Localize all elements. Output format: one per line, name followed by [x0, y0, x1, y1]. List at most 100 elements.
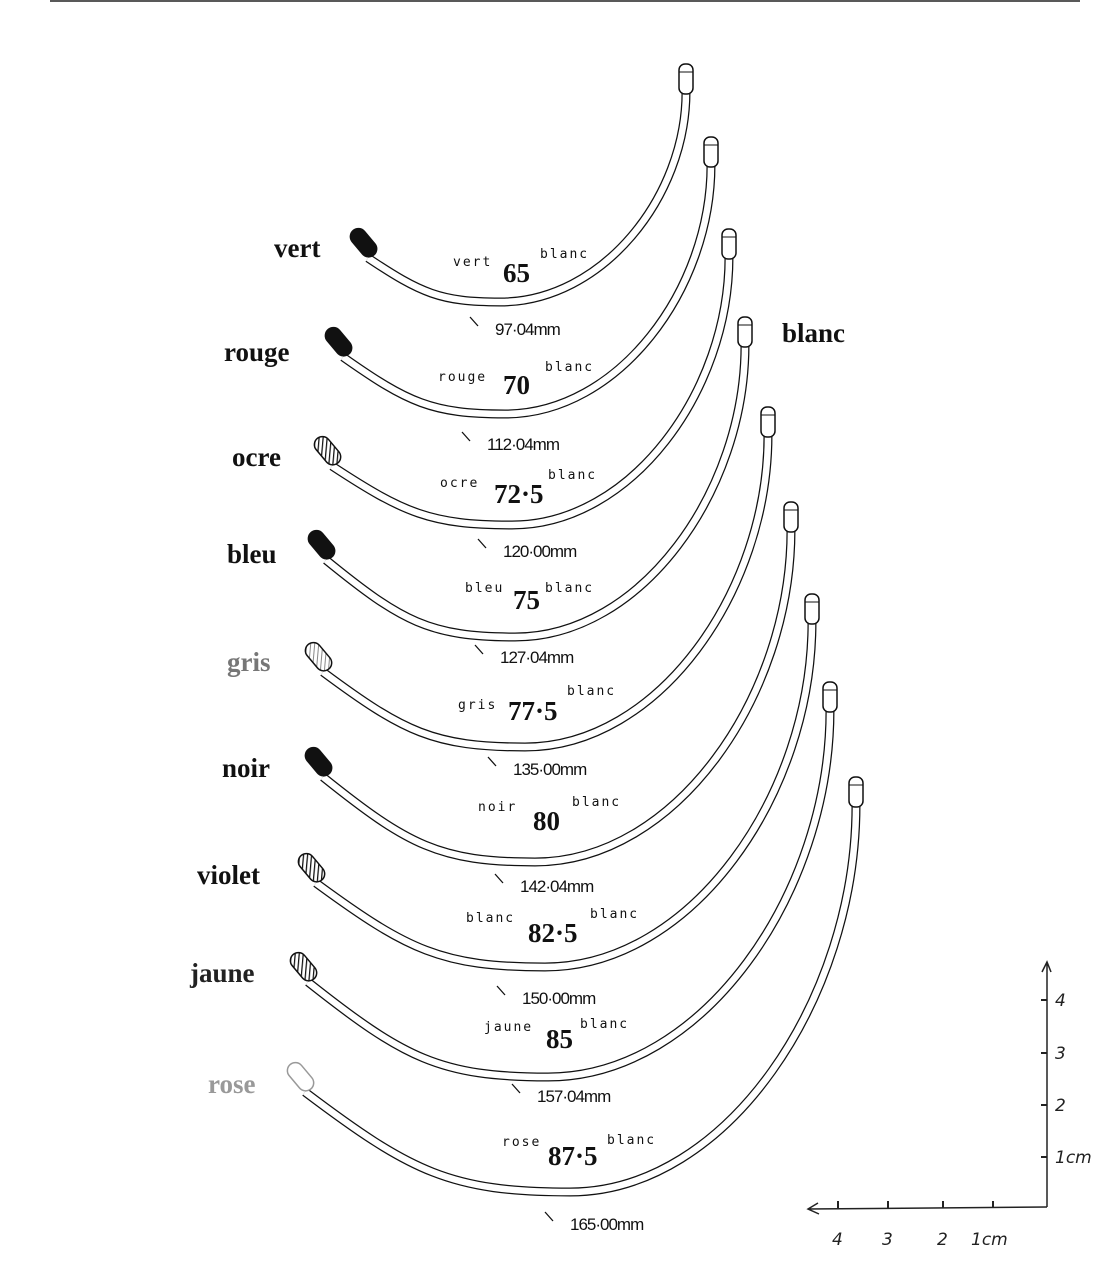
wire-channel — [323, 344, 749, 641]
wire-channel — [321, 434, 772, 751]
y-axis — [1041, 960, 1052, 1207]
length-pointer — [496, 985, 506, 996]
size-number: 80 — [533, 806, 560, 836]
tip-cap-rose — [286, 1061, 315, 1092]
tip-cap-gris — [304, 641, 333, 672]
size-suffix: blanc — [590, 907, 639, 922]
size-prefix: gris — [458, 698, 497, 713]
wire-length: 150·00mm — [522, 989, 596, 1008]
size-prefix: vert — [453, 255, 492, 270]
color-label: bleu — [227, 539, 277, 569]
length-pointer — [494, 873, 504, 884]
wire-channel — [305, 709, 834, 1081]
tip-cap-blanc — [848, 776, 864, 808]
wire-length: 127·04mm — [500, 648, 574, 667]
y-tick-label: 4 — [1055, 991, 1066, 1011]
color-label: noir — [222, 753, 270, 783]
size-prefix: noir — [478, 800, 517, 815]
y-tick-label: 1cm — [1055, 1148, 1092, 1168]
size-prefix: blanc — [466, 911, 515, 926]
wire-length: 120·00mm — [503, 542, 577, 561]
size-number: 72·5 — [494, 479, 544, 509]
x-tick-label: 1cm — [971, 1230, 1008, 1250]
wire-length: 112·04mm — [487, 435, 560, 454]
wire-channel — [303, 804, 860, 1196]
tip-cap-noir — [304, 746, 333, 777]
size-prefix: rouge — [438, 370, 487, 385]
color-label: rouge — [224, 337, 290, 367]
wire-length: 135·00mm — [513, 760, 587, 779]
length-pointer — [477, 538, 487, 549]
x-tick-label: 3 — [882, 1230, 893, 1250]
wire-channel — [314, 621, 816, 971]
size-number: 87·5 — [548, 1141, 598, 1171]
size-number: 70 — [503, 370, 530, 400]
wire-channel — [320, 529, 795, 866]
wire-channel — [330, 256, 733, 529]
size-suffix: blanc — [545, 581, 594, 596]
color-label: rose — [208, 1069, 256, 1099]
tip-cap-bleu — [307, 529, 336, 560]
size-number: 82·5 — [528, 918, 578, 948]
length-pointer — [511, 1083, 521, 1094]
size-prefix: jaune — [484, 1020, 533, 1035]
size-suffix: blanc — [540, 247, 589, 262]
wire-length: 157·04mm — [537, 1087, 611, 1106]
wire-gris: gris gris 77·5 blanc 135·00mm — [227, 406, 776, 779]
length-pointer — [474, 644, 484, 655]
length-pointer — [487, 756, 497, 767]
tip-cap-vert — [349, 227, 378, 258]
x-tick-label: 4 — [832, 1230, 843, 1250]
color-label: gris — [227, 647, 271, 677]
tip-cap-blanc — [783, 501, 799, 533]
wire-length: 97·04mm — [495, 320, 561, 339]
size-number: 85 — [546, 1024, 573, 1054]
tip-cap-jaune — [289, 951, 318, 982]
wire-vert: vert vert 65 blanc 97·04mm — [274, 63, 694, 339]
tip-cap-blanc — [822, 681, 838, 713]
size-suffix: blanc — [607, 1133, 656, 1148]
size-suffix: blanc — [572, 795, 621, 810]
tip-cap-blanc — [760, 406, 776, 438]
size-suffix: blanc — [567, 684, 616, 699]
wire-rose: rose rose 87·5 blanc 165·00mm — [208, 776, 864, 1234]
size-prefix: rose — [502, 1135, 541, 1150]
length-pointer — [461, 431, 471, 442]
color-label: vert — [274, 233, 320, 263]
wire-ocre: ocre ocre 72·5 blanc 120·00mm — [232, 228, 737, 561]
size-number: 65 — [503, 258, 530, 288]
length-pointer — [469, 316, 479, 327]
x-axis — [806, 1202, 1048, 1215]
right-end-label: blanc — [782, 318, 845, 348]
size-number: 75 — [513, 585, 540, 615]
tip-cap-blanc — [703, 136, 719, 168]
wire-rouge: rouge rouge 70 blanc 112·04mm — [224, 136, 719, 454]
size-suffix: blanc — [580, 1017, 629, 1032]
wire-outline — [313, 621, 817, 972]
color-label: jaune — [189, 958, 255, 988]
scale-axes: 1cm 2 3 4 1cm 2 3 4 — [806, 960, 1092, 1250]
tip-cap-blanc — [678, 63, 694, 95]
y-tick-label: 3 — [1055, 1044, 1066, 1064]
length-pointer — [544, 1211, 554, 1222]
wire-length: 165·00mm — [570, 1215, 644, 1234]
color-label: violet — [197, 860, 260, 890]
tip-cap-blanc — [721, 228, 737, 260]
wire-channel — [366, 91, 690, 306]
wire-noir: noir noir 80 blanc 142·04mm — [222, 501, 799, 896]
tip-cap-blanc — [804, 593, 820, 625]
tip-cap-violet — [297, 852, 326, 883]
wire-bleu: bleu bleu 75 blanc 127·04mm — [227, 316, 753, 667]
wire-length: 142·04mm — [520, 877, 594, 896]
size-suffix: blanc — [548, 468, 597, 483]
wire-jaune: jaune jaune 85 blanc 157·04mm — [189, 681, 838, 1106]
wire-violet: violet blanc 82·5 blanc 150·00mm — [197, 593, 820, 1008]
size-prefix: bleu — [465, 581, 504, 596]
size-prefix: ocre — [440, 476, 479, 491]
size-number: 77·5 — [508, 696, 558, 726]
tip-cap-blanc — [737, 316, 753, 348]
x-tick-label: 2 — [937, 1230, 948, 1250]
wire-channel — [341, 164, 715, 418]
tip-cap-rouge — [324, 326, 353, 357]
